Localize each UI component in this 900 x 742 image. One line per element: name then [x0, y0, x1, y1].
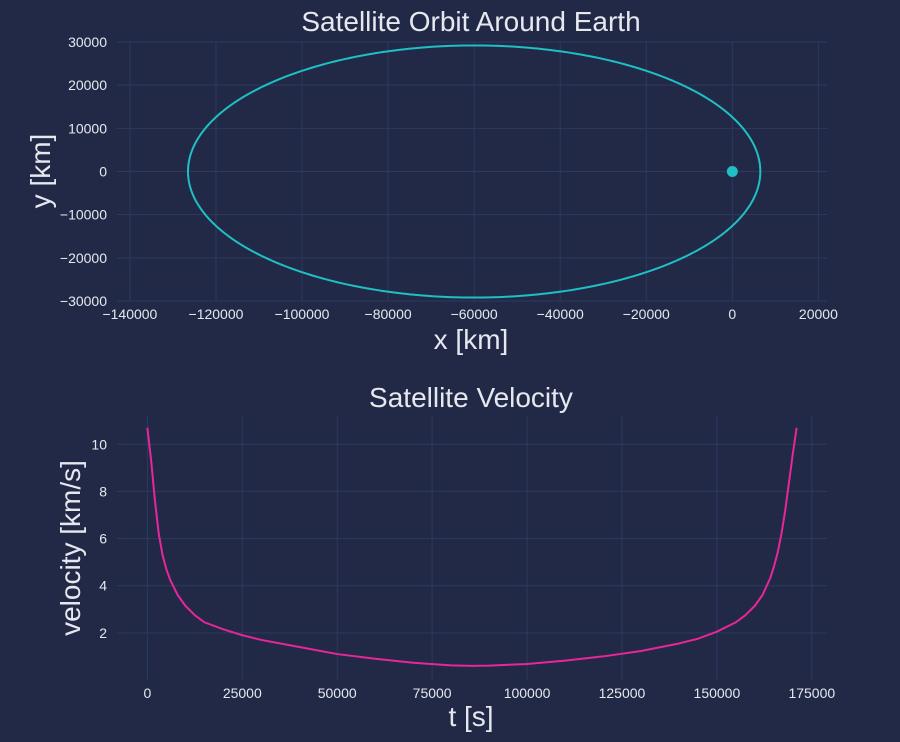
velocity-chart-title: Satellite Velocity — [369, 382, 573, 413]
orbit-chart-ylabel: y [km] — [25, 134, 56, 209]
x-tick-label: 150000 — [694, 685, 741, 701]
x-tick-label: 100000 — [504, 685, 551, 701]
x-tick-label: 75000 — [413, 685, 452, 701]
x-tick-label: 25000 — [223, 685, 262, 701]
x-tick-label: −20000 — [623, 306, 670, 322]
orbit-chart: Satellite Orbit Around Earth −140000 −120… — [25, 6, 838, 355]
orbit-chart-grid — [117, 41, 827, 302]
x-tick-label: −100000 — [275, 306, 330, 322]
earth-marker — [726, 166, 738, 177]
velocity-chart-grid — [117, 416, 827, 680]
velocity-chart-ticks: 0 25000 50000 75000 100000 125000 150000 175000… — [91, 436, 835, 701]
orbit-chart-series — [186, 44, 762, 299]
y-tick-label: −10000 — [60, 207, 107, 223]
orbit-chart-title: Satellite Orbit Around Earth — [301, 6, 640, 37]
x-tick-label: −140000 — [102, 306, 157, 322]
y-tick-label: 0 — [99, 164, 107, 180]
x-tick-label: 0 — [728, 306, 736, 322]
y-tick-label: 10000 — [68, 120, 107, 136]
y-tick-label: 30000 — [68, 34, 107, 50]
x-tick-label: 125000 — [599, 685, 646, 701]
y-tick-label: 10 — [91, 436, 107, 452]
x-tick-label: 50000 — [318, 685, 357, 701]
velocity-chart-series — [146, 427, 798, 667]
y-tick-label: 4 — [99, 578, 107, 594]
x-tick-label: 20000 — [799, 306, 838, 322]
x-tick-label: −120000 — [189, 306, 244, 322]
orbit-chart-xlabel: x [km] — [434, 324, 509, 355]
x-tick-label: 0 — [143, 685, 151, 701]
x-tick-label: 175000 — [788, 685, 835, 701]
y-tick-label: 20000 — [68, 77, 107, 93]
velocity-line — [146, 427, 798, 667]
x-tick-label: −80000 — [365, 306, 412, 322]
x-tick-label: −60000 — [451, 306, 498, 322]
velocity-chart-xlabel: t [s] — [448, 701, 493, 732]
velocity-chart-ylabel: velocity [km/s] — [55, 460, 86, 636]
y-tick-label: −20000 — [60, 250, 107, 266]
velocity-chart: Satellite Velocity 0 25000 50000 75000 10000… — [55, 382, 835, 732]
y-tick-label: 6 — [99, 531, 107, 547]
y-tick-label: −30000 — [60, 293, 107, 309]
y-tick-label: 8 — [99, 483, 107, 499]
y-tick-label: 2 — [99, 625, 107, 641]
orbit-chart-ticks: −140000 −120000 −100000 −80000 −60000 −40000−… — [60, 34, 838, 322]
x-tick-label: −40000 — [537, 306, 584, 322]
orbit-line — [186, 44, 762, 299]
